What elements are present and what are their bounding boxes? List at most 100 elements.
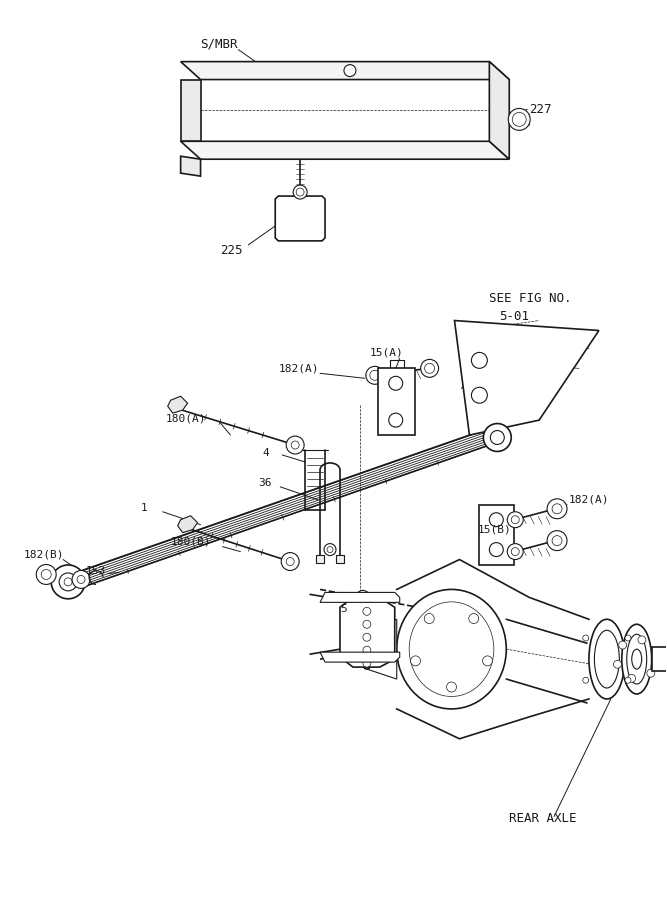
Polygon shape	[181, 79, 201, 141]
Circle shape	[291, 441, 299, 449]
Text: 182(B): 182(B)	[23, 550, 64, 560]
Polygon shape	[340, 598, 395, 667]
Ellipse shape	[594, 630, 619, 688]
Circle shape	[508, 512, 523, 527]
Circle shape	[59, 573, 77, 591]
Circle shape	[360, 594, 366, 600]
Polygon shape	[320, 652, 400, 662]
Circle shape	[547, 531, 567, 551]
Circle shape	[628, 674, 636, 682]
Ellipse shape	[409, 602, 494, 697]
Polygon shape	[454, 320, 599, 435]
Polygon shape	[181, 61, 510, 79]
Circle shape	[344, 65, 356, 76]
Ellipse shape	[632, 649, 642, 669]
Polygon shape	[177, 516, 197, 533]
Text: 225: 225	[221, 244, 243, 257]
Circle shape	[324, 544, 336, 555]
Text: 5: 5	[340, 604, 347, 615]
Text: 15(B): 15(B)	[478, 525, 511, 535]
Polygon shape	[181, 141, 510, 159]
Ellipse shape	[363, 638, 371, 660]
Circle shape	[356, 590, 370, 605]
Circle shape	[389, 413, 403, 428]
Circle shape	[512, 547, 519, 555]
Circle shape	[614, 661, 622, 669]
Polygon shape	[167, 396, 187, 413]
Circle shape	[366, 366, 384, 384]
Circle shape	[51, 565, 85, 599]
Circle shape	[363, 634, 371, 641]
Circle shape	[552, 504, 562, 514]
Text: SEE FIG NO.: SEE FIG NO.	[490, 292, 572, 305]
Circle shape	[652, 650, 660, 658]
Circle shape	[286, 558, 294, 565]
Ellipse shape	[397, 590, 506, 709]
Polygon shape	[181, 157, 201, 176]
Bar	[652, 647, 667, 671]
Circle shape	[490, 543, 504, 556]
Circle shape	[472, 353, 488, 368]
Circle shape	[512, 112, 526, 126]
Circle shape	[469, 614, 479, 624]
Text: 5-01: 5-01	[500, 310, 530, 323]
Circle shape	[363, 659, 371, 667]
Text: 227: 227	[529, 103, 552, 116]
Text: 180(B): 180(B)	[171, 536, 211, 546]
Polygon shape	[336, 554, 344, 562]
Circle shape	[36, 564, 56, 584]
Text: 153: 153	[86, 566, 106, 577]
Text: 36: 36	[258, 478, 272, 488]
Circle shape	[410, 656, 420, 666]
Circle shape	[490, 513, 504, 526]
Circle shape	[547, 499, 567, 518]
Ellipse shape	[627, 634, 647, 684]
Polygon shape	[320, 592, 400, 602]
Circle shape	[625, 678, 631, 683]
Circle shape	[286, 436, 304, 454]
Text: REAR AXLE: REAR AXLE	[510, 812, 577, 825]
Circle shape	[77, 575, 85, 583]
Circle shape	[41, 570, 51, 580]
Ellipse shape	[622, 625, 652, 694]
Circle shape	[647, 670, 655, 677]
Ellipse shape	[589, 619, 625, 699]
Circle shape	[484, 424, 512, 452]
Polygon shape	[367, 619, 397, 679]
Circle shape	[625, 635, 631, 641]
Circle shape	[64, 578, 72, 586]
Circle shape	[446, 682, 456, 692]
Text: S/MBR: S/MBR	[201, 37, 238, 50]
Polygon shape	[490, 61, 510, 159]
Circle shape	[72, 571, 90, 589]
Circle shape	[281, 553, 299, 571]
Text: 1: 1	[141, 503, 147, 513]
Polygon shape	[316, 554, 324, 562]
Circle shape	[389, 376, 403, 391]
Circle shape	[490, 430, 504, 445]
Circle shape	[619, 641, 626, 649]
Circle shape	[363, 646, 371, 654]
Polygon shape	[378, 368, 415, 435]
Circle shape	[508, 544, 523, 560]
Text: 180(A): 180(A)	[165, 413, 206, 423]
Circle shape	[552, 536, 562, 545]
Circle shape	[421, 359, 439, 377]
Circle shape	[482, 656, 492, 666]
Circle shape	[296, 188, 304, 196]
Circle shape	[293, 185, 307, 199]
Circle shape	[508, 108, 530, 130]
Ellipse shape	[360, 629, 374, 669]
Circle shape	[583, 678, 589, 683]
Polygon shape	[480, 505, 514, 564]
Circle shape	[425, 364, 435, 374]
Text: 182(A): 182(A)	[569, 495, 610, 505]
Text: 15(A): 15(A)	[370, 347, 404, 357]
Circle shape	[370, 370, 380, 381]
Circle shape	[512, 516, 519, 524]
Text: 182(A): 182(A)	[278, 364, 319, 374]
Polygon shape	[275, 196, 325, 241]
Text: 4: 4	[262, 448, 269, 458]
Circle shape	[424, 614, 434, 624]
Circle shape	[363, 608, 371, 616]
